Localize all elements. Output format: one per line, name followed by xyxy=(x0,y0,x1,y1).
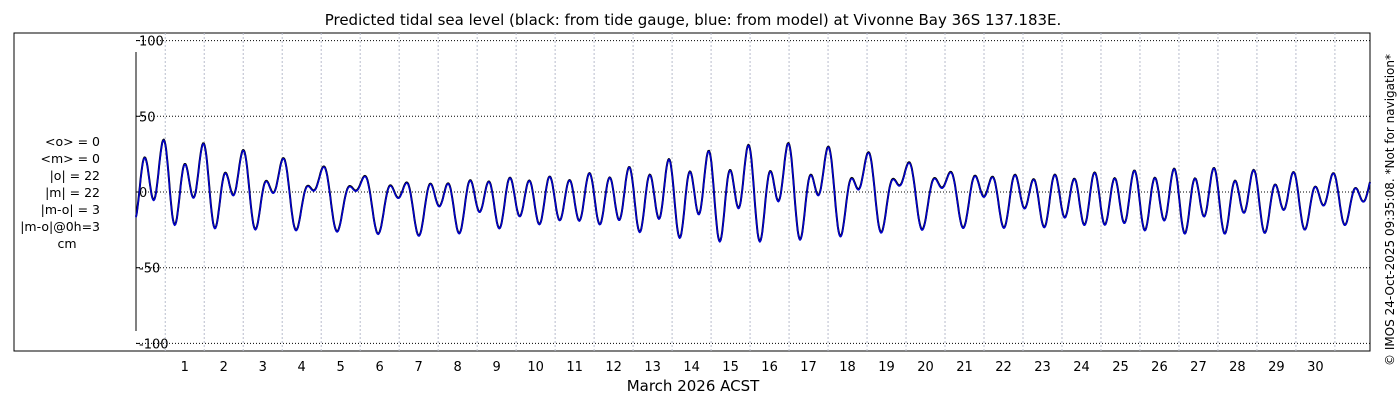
stat-line: |m-o| = 3 xyxy=(41,202,100,217)
y-tick-label: 50 xyxy=(139,110,156,125)
x-tick-label: 5 xyxy=(337,360,345,375)
stat-line: |m-o|@0h=3 xyxy=(20,219,100,234)
x-tick-label: 30 xyxy=(1307,360,1324,375)
x-tick-label: 9 xyxy=(493,360,501,375)
stat-line: |o| = 22 xyxy=(50,168,100,183)
stat-line: <m> = 0 xyxy=(41,151,101,166)
x-tick-label: 4 xyxy=(298,360,306,375)
x-tick-label: 1 xyxy=(181,360,189,375)
x-tick-label: 13 xyxy=(644,360,661,375)
chart-title: Predicted tidal sea level (black: from t… xyxy=(325,11,1062,29)
stat-line: |m| = 22 xyxy=(45,185,100,200)
model-series xyxy=(135,139,1371,243)
x-tick-label: 8 xyxy=(454,360,462,375)
x-tick-label: 22 xyxy=(995,360,1012,375)
x-axis-ticks: 1 2 3 4 5 6 7 8 9 10 11 12 13 14 15 16 17 18 19 20 21 22 23 24 2… xyxy=(181,360,1324,375)
y-tick-label: 0 xyxy=(139,186,147,201)
grid xyxy=(136,33,1370,351)
x-tick-label: 11 xyxy=(566,360,583,375)
x-tick-label: 7 xyxy=(415,360,423,375)
stat-line: <o> = 0 xyxy=(45,134,100,149)
x-tick-label: 14 xyxy=(683,360,700,375)
x-tick-label: 27 xyxy=(1190,360,1207,375)
y-tick-label: -100 xyxy=(139,337,169,352)
y-tick-label: 100 xyxy=(139,35,164,50)
x-tick-label: 20 xyxy=(917,360,934,375)
x-tick-label: 25 xyxy=(1112,360,1129,375)
x-tick-label: 15 xyxy=(722,360,739,375)
y-axis-ticks: 100 50 0 -50 -100 xyxy=(136,35,169,352)
x-tick-label: 24 xyxy=(1073,360,1090,375)
x-tick-label: 29 xyxy=(1268,360,1285,375)
x-tick-label: 23 xyxy=(1034,360,1051,375)
x-tick-label: 16 xyxy=(761,360,778,375)
x-tick-label: 19 xyxy=(878,360,895,375)
x-tick-label: 18 xyxy=(839,360,856,375)
statistics-panel: <o> = 0 <m> = 0 |o| = 22 |m| = 22 |m-o| = 3 |… xyxy=(20,134,100,251)
credit-text: © IMOS 24-Oct-2025 09:35:08. *Not for na… xyxy=(1383,54,1397,366)
x-tick-label: 28 xyxy=(1229,360,1246,375)
y-tick-label: -50 xyxy=(139,262,160,277)
x-tick-label: 6 xyxy=(376,360,384,375)
x-tick-label: 21 xyxy=(956,360,973,375)
x-tick-label: 12 xyxy=(605,360,622,375)
x-tick-label: 10 xyxy=(527,360,544,375)
series-group xyxy=(135,138,1371,243)
x-axis-label: March 2026 ACST xyxy=(627,377,760,395)
x-tick-label: 2 xyxy=(220,360,228,375)
x-tick-label: 3 xyxy=(259,360,267,375)
stat-line: cm xyxy=(57,236,76,251)
x-tick-label: 17 xyxy=(800,360,817,375)
x-tick-label: 26 xyxy=(1151,360,1168,375)
